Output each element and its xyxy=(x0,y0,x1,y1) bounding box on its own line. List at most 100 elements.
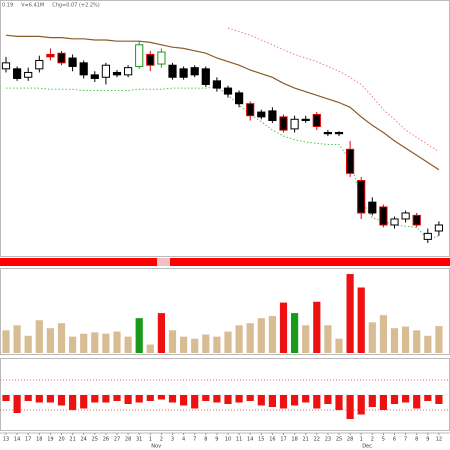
candle-body xyxy=(57,52,66,64)
indicator-bar xyxy=(13,395,21,413)
volume-bar xyxy=(257,318,265,353)
volume-bar xyxy=(213,336,221,353)
candle-body xyxy=(90,74,99,79)
indicator-bar xyxy=(213,395,221,403)
indicator-bar xyxy=(413,395,421,409)
indicator-bar xyxy=(235,395,243,403)
candle-body xyxy=(1,62,11,70)
indicator-bar xyxy=(313,395,321,409)
candle-body xyxy=(279,116,288,131)
indicator-bar xyxy=(113,395,121,401)
date-label: 21 xyxy=(69,437,75,443)
date-label: 17 xyxy=(25,437,31,443)
volume-bar xyxy=(2,330,10,353)
date-label: 11 xyxy=(236,437,242,443)
indicator-bar xyxy=(180,395,188,406)
volume-bar xyxy=(24,335,32,353)
indicator-bar xyxy=(146,395,154,401)
volume-bar xyxy=(91,332,99,353)
indicator-bar xyxy=(80,395,88,409)
volume-bar xyxy=(402,326,410,353)
candle-body xyxy=(35,59,44,70)
date-label: 23 xyxy=(325,437,331,443)
candle-body xyxy=(13,68,22,79)
volume-bar xyxy=(35,320,43,353)
indicator-bar xyxy=(124,395,132,404)
date-label: 28 xyxy=(347,437,353,443)
date-label: 2 xyxy=(160,437,163,443)
date-label: 5 xyxy=(382,437,385,443)
date-label: 12 xyxy=(436,437,442,443)
volume-bar xyxy=(424,335,432,353)
indicator-bar xyxy=(435,395,443,404)
volume-bar xyxy=(313,301,321,353)
indicator-bar xyxy=(346,395,354,419)
indicator-bar xyxy=(402,395,410,403)
candle-body xyxy=(334,132,344,135)
candle-body xyxy=(112,71,122,76)
date-label: 31 xyxy=(136,437,142,443)
date-label: 24 xyxy=(81,437,87,443)
volume-bar xyxy=(335,338,343,353)
volume-bar xyxy=(235,325,243,353)
indicator-bar xyxy=(246,395,254,401)
volume-bar xyxy=(102,333,110,353)
date-label: 20 xyxy=(58,437,64,443)
separator-bar xyxy=(0,258,450,266)
candle-body xyxy=(212,80,222,89)
volume-bar xyxy=(146,344,154,353)
date-label: 17 xyxy=(280,437,286,443)
candle-body xyxy=(301,118,310,121)
candle-body xyxy=(146,53,155,66)
candle-body xyxy=(46,53,55,58)
date-label: 14 xyxy=(14,437,20,443)
indicator-bar xyxy=(335,395,343,410)
indicator-bar xyxy=(268,395,276,407)
date-label: 22 xyxy=(314,437,320,443)
volume-bar xyxy=(413,330,421,353)
header-text: Chg=0.07 (+2.2%) xyxy=(52,3,100,9)
indicator-bar xyxy=(35,395,43,403)
volume-bar xyxy=(291,313,299,353)
candle-body xyxy=(135,44,144,67)
candle-body xyxy=(312,113,321,127)
indicator-bar xyxy=(424,395,432,401)
date-label: 3 xyxy=(171,437,174,443)
candle-body xyxy=(268,110,277,121)
date-label: 19 xyxy=(47,437,53,443)
date-label: 25 xyxy=(92,437,98,443)
indicator-bar xyxy=(168,395,177,403)
volume-bar xyxy=(224,331,232,353)
date-label: 14 xyxy=(247,437,253,443)
candle-body xyxy=(390,218,399,226)
candle-body xyxy=(401,212,410,220)
indicator-bar xyxy=(224,395,232,404)
indicator-bar xyxy=(368,395,376,407)
volume-plot xyxy=(2,274,443,353)
volume-bar xyxy=(13,325,21,353)
volume-bar xyxy=(168,330,177,353)
indicator-bar xyxy=(57,395,66,406)
indicator-bar xyxy=(191,395,199,409)
volume-bar xyxy=(69,336,77,353)
date-label: 10 xyxy=(225,437,231,443)
candle-body xyxy=(190,67,199,76)
date-label: 18 xyxy=(291,437,297,443)
date-label: 7 xyxy=(404,437,407,443)
volume-bar xyxy=(346,274,354,353)
month-label: Nov xyxy=(151,444,161,450)
volume-bar xyxy=(279,302,288,353)
candle-body xyxy=(223,87,233,95)
indicator-bar xyxy=(157,395,165,400)
candle-body xyxy=(346,148,355,174)
date-label: 1 xyxy=(360,437,363,443)
volume-bar xyxy=(124,336,132,353)
volume-bar xyxy=(246,323,254,353)
date-label: 8 xyxy=(204,437,207,443)
candle-body xyxy=(257,111,266,118)
date-label: 16 xyxy=(269,437,275,443)
price-plot xyxy=(1,27,443,243)
date-label: 7 xyxy=(193,437,196,443)
